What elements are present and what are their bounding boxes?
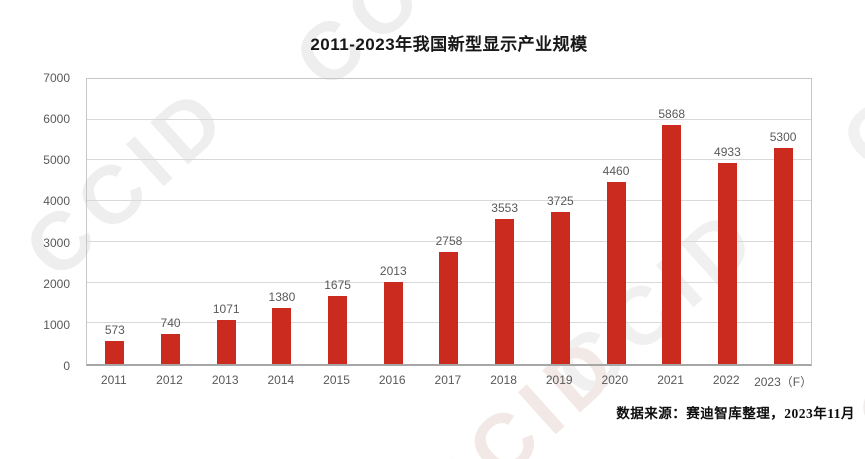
bar-group-2021: 5868 <box>644 79 700 364</box>
bar-2017 <box>439 251 459 364</box>
bar-2015 <box>328 295 348 364</box>
bar-value-label-2019: 3725 <box>546 194 574 209</box>
bar-value-label-2015: 1675 <box>324 277 351 292</box>
y-axis: 0 1000 2000 3000 4000 5000 6000 7000 <box>0 71 78 373</box>
bar-value-label-2022: 4933 <box>714 145 741 160</box>
bar-value-label-2012: 740 <box>160 315 181 330</box>
y-axis-tick-3000: 3000 <box>43 235 70 250</box>
bar-2013 <box>216 320 236 364</box>
bar-value-label-2011: 573 <box>104 322 125 337</box>
bar-group-2012: 740 <box>143 79 199 364</box>
x-axis-tick-2015: 2015 <box>323 373 350 387</box>
bar-2023（F） <box>773 148 793 364</box>
x-axis-tick-2023（F）: 2023（F） <box>754 375 813 389</box>
bar-group-2017: 2758 <box>421 79 477 364</box>
x-axis-tick-2020: 2020 <box>601 373 629 387</box>
bar-value-label-2020: 4460 <box>602 164 630 179</box>
x-axis-tick-2022: 2022 <box>712 373 740 387</box>
bar-group-2019: 3725 <box>533 79 589 364</box>
x-axis-tick-2014: 2014 <box>267 373 295 387</box>
bar-value-label-2017: 2758 <box>435 233 463 248</box>
gridline-6000 <box>87 118 811 120</box>
bar-group-2018: 3553 <box>477 79 533 364</box>
x-axis-tick-2012: 2012 <box>156 373 183 387</box>
x-axis-tick-2018: 2018 <box>490 373 517 387</box>
x-axis-tick-2019: 2019 <box>545 373 573 387</box>
bar-value-label-2014: 1380 <box>268 289 296 304</box>
y-axis-tick-6000: 6000 <box>43 112 70 127</box>
x-axis-tick-2016: 2016 <box>378 373 406 387</box>
bar-value-label-2021: 5868 <box>658 107 686 122</box>
ccid-watermark: CCID <box>824 0 865 189</box>
bar-2021 <box>662 125 682 364</box>
bar-2014 <box>272 307 292 364</box>
plot-area: 573 740 1071 1380 1675 2013 2758 3553 3725 4460 58… <box>86 78 812 366</box>
bar-2016 <box>383 282 403 364</box>
y-axis-tick-0: 0 <box>63 359 70 373</box>
y-axis-tick-7000: 7000 <box>43 71 70 85</box>
bars-row: 573 740 1071 1380 1675 2013 2758 3553 3725 4460 58… <box>87 79 811 364</box>
source-note: 数据来源：赛迪智库整理，2023年11月 <box>616 406 855 421</box>
gridline-5000 <box>87 159 811 161</box>
x-axis: 2011 2012 2013 2014 2015 2016 2017 2018 2019 2020… <box>86 373 812 390</box>
bar-group-2014: 1380 <box>254 79 310 364</box>
chart-title: 2011-2023年我国新型显示产业规模 <box>310 35 588 54</box>
bar-group-2013: 1071 <box>198 79 254 364</box>
bar-2022 <box>717 163 737 364</box>
bar-group-2015: 1675 <box>310 79 366 364</box>
x-axis-tick-2013: 2013 <box>211 373 239 387</box>
bar-2012 <box>161 333 181 364</box>
bar-value-label-2023（F）: 5300 <box>769 130 797 145</box>
y-axis-tick-2000: 2000 <box>43 276 70 291</box>
bar-group-2023（F）: 5300 <box>755 79 811 364</box>
x-axis-tick-2021: 2021 <box>657 373 684 387</box>
bar-2019 <box>550 212 570 364</box>
bar-value-label-2018: 3553 <box>491 201 518 216</box>
bar-group-2020: 4460 <box>588 79 644 364</box>
bar-group-2022: 4933 <box>700 79 756 364</box>
ccid-watermark: CCID <box>839 235 865 459</box>
bar-2011 <box>105 340 125 364</box>
x-axis-tick-2011: 2011 <box>100 373 127 387</box>
y-axis-tick-5000: 5000 <box>43 153 70 168</box>
gridline-4000 <box>87 200 811 202</box>
y-axis-tick-4000: 4000 <box>43 194 70 209</box>
gridline-3000 <box>87 240 811 242</box>
bar-group-2016: 2013 <box>365 79 421 364</box>
bar-value-label-2013: 1071 <box>212 302 240 317</box>
bar-2018 <box>495 219 515 364</box>
y-axis-tick-1000: 1000 <box>43 317 70 332</box>
bar-2020 <box>606 182 626 364</box>
bar-group-2011: 573 <box>87 79 143 364</box>
bar-value-label-2016: 2013 <box>379 264 407 279</box>
x-axis-tick-2017: 2017 <box>434 373 462 387</box>
